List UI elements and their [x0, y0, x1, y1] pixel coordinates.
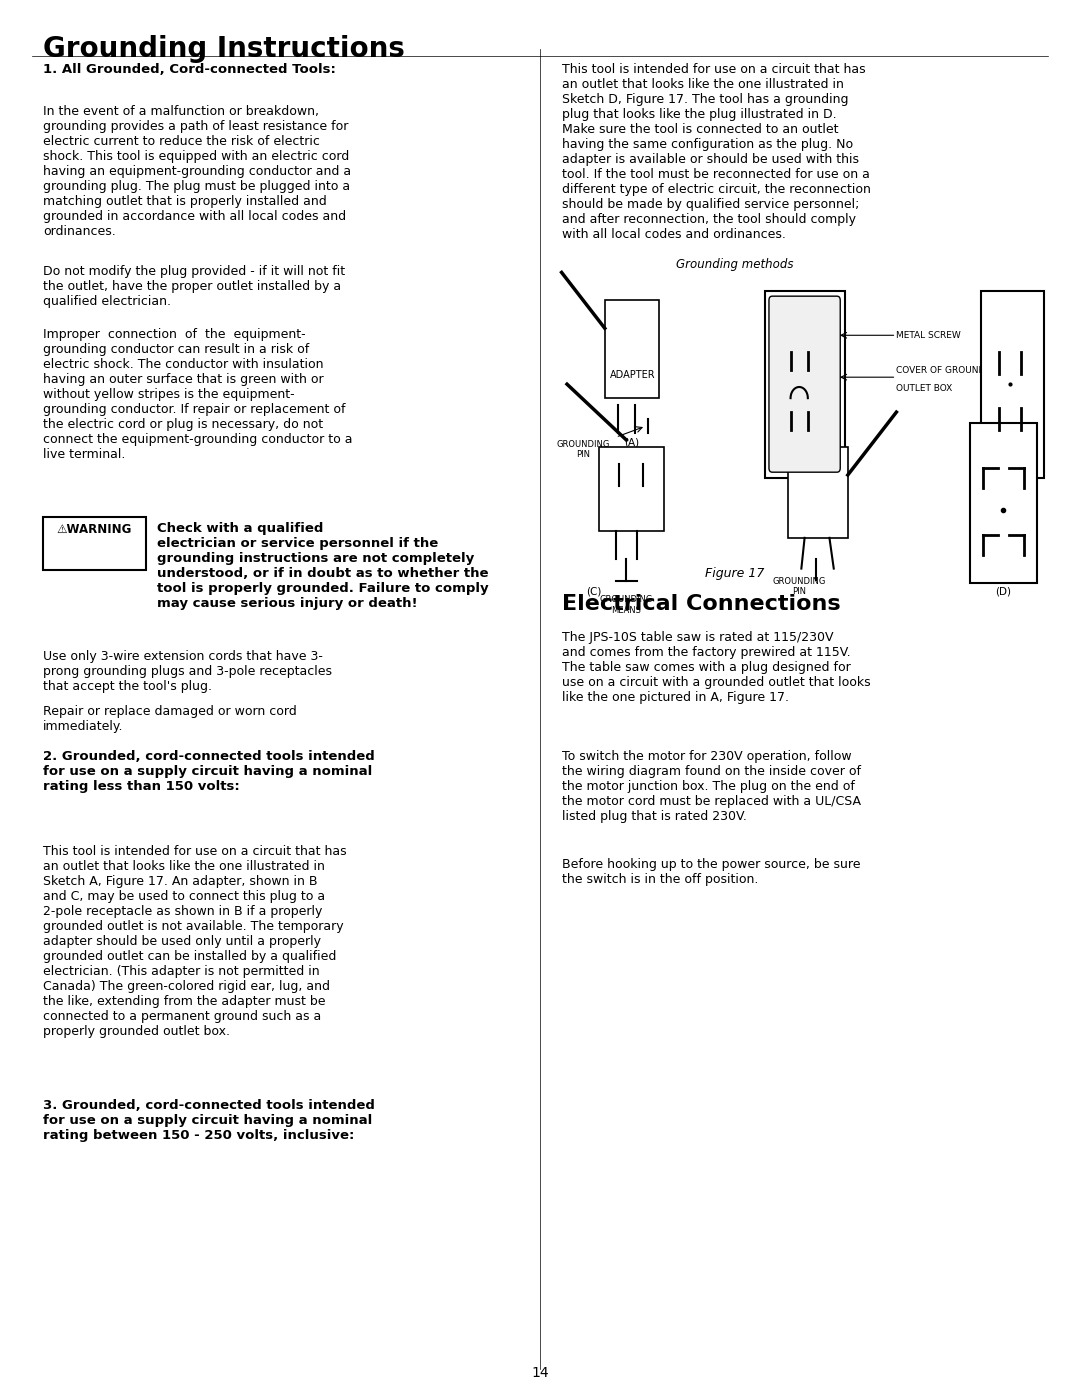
Text: 2. Grounded, cord-connected tools intended
for use on a supply circuit having a : 2. Grounded, cord-connected tools intend… [43, 750, 375, 793]
Text: METAL SCREW: METAL SCREW [896, 331, 961, 339]
Text: Repair or replace damaged or worn cord
immediately.: Repair or replace damaged or worn cord i… [43, 705, 297, 733]
FancyBboxPatch shape [981, 291, 1044, 478]
Text: Grounding methods: Grounding methods [676, 258, 793, 271]
Text: Electrical Connections: Electrical Connections [562, 594, 840, 613]
Text: The JPS-10S table saw is rated at 115/230V
and comes from the factory prewired a: The JPS-10S table saw is rated at 115/23… [562, 631, 870, 704]
Text: (C): (C) [586, 587, 602, 597]
Text: Improper  connection  of  the  equipment-
grounding conductor can result in a ri: Improper connection of the equipment- gr… [43, 328, 353, 461]
FancyBboxPatch shape [765, 291, 845, 478]
Text: (D): (D) [996, 587, 1011, 597]
FancyBboxPatch shape [605, 300, 659, 398]
Text: (A): (A) [624, 437, 639, 447]
Text: ⚠WARNING: ⚠WARNING [56, 522, 132, 535]
Text: Use only 3-wire extension cords that have 3-
prong grounding plugs and 3-pole re: Use only 3-wire extension cords that hav… [43, 650, 333, 693]
Text: 3. Grounded, cord-connected tools intended
for use on a supply circuit having a : 3. Grounded, cord-connected tools intend… [43, 1099, 375, 1143]
Text: To switch the motor for 230V operation, follow
the wiring diagram found on the i: To switch the motor for 230V operation, … [562, 750, 861, 823]
FancyBboxPatch shape [970, 423, 1037, 583]
Text: 1. All Grounded, Cord-connected Tools:: 1. All Grounded, Cord-connected Tools: [43, 63, 336, 75]
FancyBboxPatch shape [769, 296, 840, 472]
FancyBboxPatch shape [788, 447, 848, 538]
Text: Figure 17: Figure 17 [705, 567, 764, 580]
Text: ADAPTER: ADAPTER [610, 370, 656, 380]
Text: COVER OF GROUNDED: COVER OF GROUNDED [896, 366, 998, 374]
Text: 14: 14 [531, 1366, 549, 1380]
FancyBboxPatch shape [43, 517, 146, 570]
Text: Do not modify the plug provided - if it will not fit
the outlet, have the proper: Do not modify the plug provided - if it … [43, 265, 346, 309]
Text: Check with a qualified
electrician or service personnel if the
grounding instruc: Check with a qualified electrician or se… [157, 522, 488, 610]
Text: GROUNDING
PIN: GROUNDING PIN [772, 577, 826, 597]
Text: GROUNDING
PIN: GROUNDING PIN [556, 440, 610, 460]
Text: (B): (B) [1005, 482, 1021, 492]
Text: Grounding Instructions: Grounding Instructions [43, 35, 405, 63]
Text: Before hooking up to the power source, be sure
the switch is in the off position: Before hooking up to the power source, b… [562, 858, 860, 886]
Text: OUTLET BOX: OUTLET BOX [896, 384, 953, 393]
Text: This tool is intended for use on a circuit that has
an outlet that looks like th: This tool is intended for use on a circu… [562, 63, 870, 240]
Text: GROUNDING
MEANS: GROUNDING MEANS [599, 595, 653, 615]
FancyBboxPatch shape [599, 447, 664, 531]
Text: In the event of a malfunction or breakdown,
grounding provides a path of least r: In the event of a malfunction or breakdo… [43, 105, 351, 237]
Text: This tool is intended for use on a circuit that has
an outlet that looks like th: This tool is intended for use on a circu… [43, 845, 347, 1038]
